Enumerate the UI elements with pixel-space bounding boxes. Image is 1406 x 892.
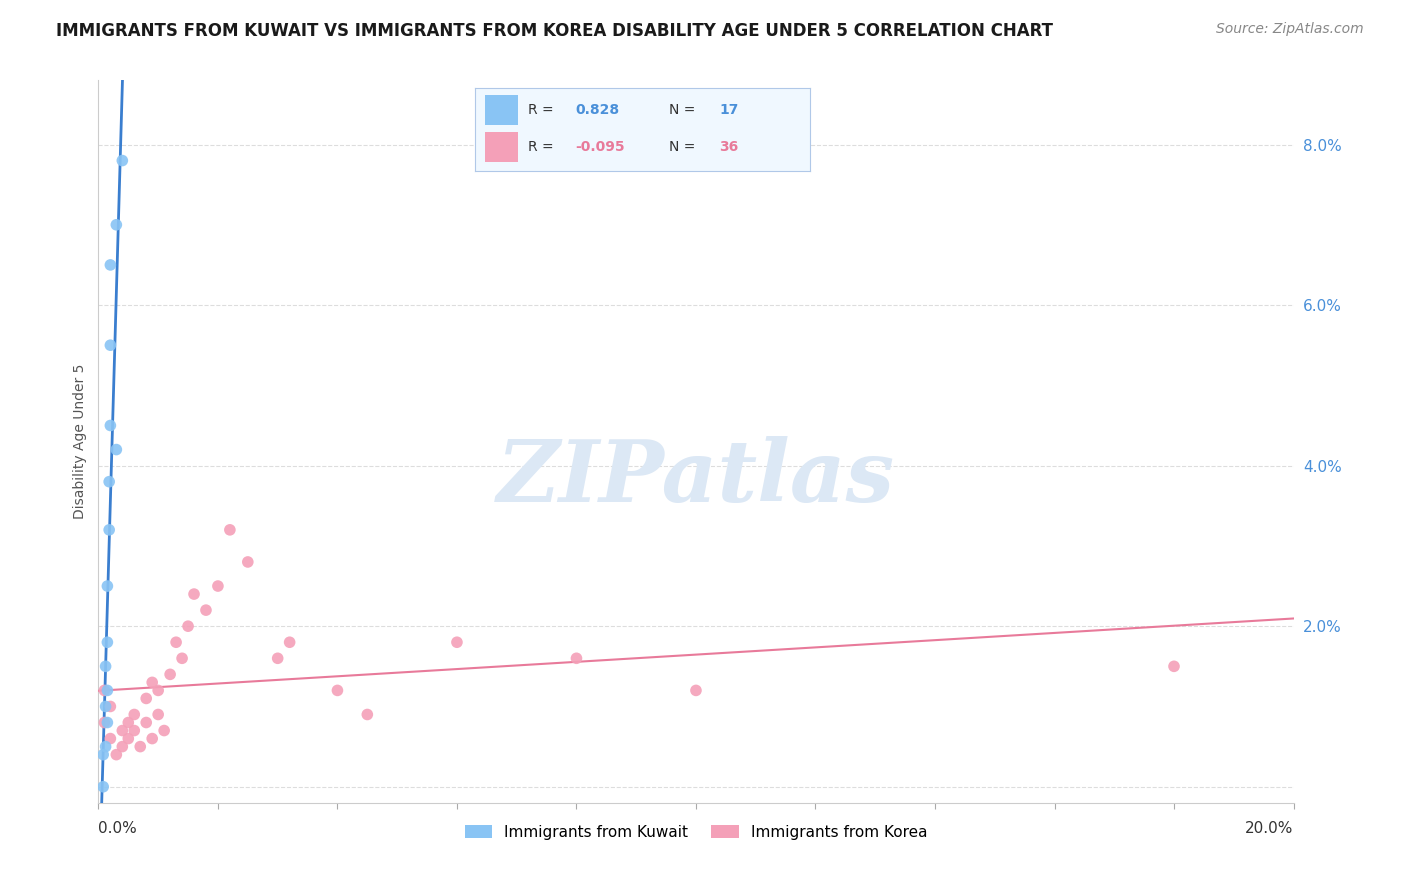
Point [98,523,121,537]
Point [141,731,163,746]
Point [96,715,118,730]
Point [129,739,152,754]
Point [159,667,181,681]
Point [96,579,118,593]
Point [98,418,122,433]
Point [96,635,118,649]
Point [94,699,117,714]
Point [124,723,146,738]
Text: IMMIGRANTS FROM KUWAIT VS IMMIGRANTS FROM KOREA DISABILITY AGE UNDER 5 CORRELATI: IMMIGRANTS FROM KUWAIT VS IMMIGRANTS FRO… [56,22,1053,40]
Point [267,651,290,665]
Point [195,603,218,617]
Text: Source: ZipAtlas.com: Source: ZipAtlas.com [1216,22,1364,37]
Point [96,683,118,698]
Point [117,731,139,746]
Point [105,442,128,457]
Point [135,715,157,730]
Point [278,635,301,649]
Point [117,715,139,730]
Point [135,691,157,706]
Point [177,619,200,633]
Point [685,683,707,698]
Point [141,675,163,690]
Text: 20.0%: 20.0% [1246,821,1294,836]
Point [98,338,122,352]
Point [93,715,115,730]
Point [124,707,146,722]
Y-axis label: Disability Age Under 5: Disability Age Under 5 [73,364,87,519]
Text: 0.0%: 0.0% [98,821,138,836]
Point [94,739,117,754]
Point [111,723,134,738]
Point [207,579,229,593]
Point [165,635,187,649]
Legend: Immigrants from Kuwait, Immigrants from Korea: Immigrants from Kuwait, Immigrants from … [458,819,934,846]
Point [91,747,114,762]
Point [172,651,194,665]
Point [148,683,170,698]
Point [1163,659,1185,673]
Point [148,707,170,722]
Point [446,635,468,649]
Point [183,587,205,601]
Point [153,723,176,738]
Point [111,153,134,168]
Point [94,659,117,673]
Point [236,555,259,569]
Point [98,258,122,272]
Point [93,683,115,698]
Point [105,218,128,232]
Point [98,731,122,746]
Point [111,739,134,754]
Text: ZIPatlas: ZIPatlas [496,436,896,519]
Point [356,707,378,722]
Point [326,683,349,698]
Point [219,523,242,537]
Point [105,747,128,762]
Point [565,651,588,665]
Point [91,780,114,794]
Point [98,475,121,489]
Point [98,699,122,714]
